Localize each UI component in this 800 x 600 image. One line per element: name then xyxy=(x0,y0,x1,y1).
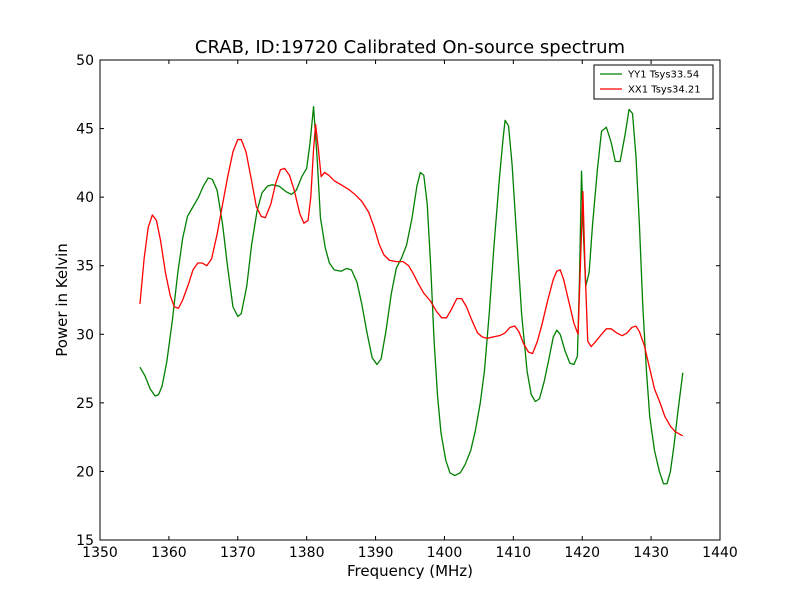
x-tick-label: 1430 xyxy=(633,545,669,561)
y-tick-label: 30 xyxy=(76,327,94,343)
legend-box xyxy=(593,64,714,100)
series-line-1 xyxy=(139,105,684,485)
x-tick-label: 1420 xyxy=(564,545,600,561)
x-tick-label: 1410 xyxy=(496,545,532,561)
y-axis-label: Power in Kelvin xyxy=(53,243,71,357)
y-tick-label: 50 xyxy=(76,53,94,69)
x-tick-label: 1400 xyxy=(427,545,463,561)
y-tick-label: 45 xyxy=(76,122,94,138)
x-axis-label: Frequency (MHz) xyxy=(347,562,473,580)
series-line-2 xyxy=(139,123,684,437)
y-tick-label: 20 xyxy=(76,464,94,480)
chart-title: CRAB, ID:19720 Calibrated On-source spec… xyxy=(195,37,625,58)
legend-label-2: XX1 Tsys34.21 xyxy=(628,85,701,96)
x-tick-label: 1370 xyxy=(220,545,256,561)
x-tick-label: 1380 xyxy=(289,545,325,561)
y-tick-label: 15 xyxy=(76,533,94,549)
x-tick-label: 1440 xyxy=(702,545,738,561)
y-tick-label: 25 xyxy=(76,396,94,412)
x-axis-ticks: 1350 1360 1370 1380 1390 1400 1410 1420 1430 1440 xyxy=(82,60,738,561)
x-tick-label: 1360 xyxy=(151,545,187,561)
y-tick-label: 35 xyxy=(76,259,94,275)
y-tick-label: 40 xyxy=(76,190,94,206)
legend: YY1 Tsys33.54 XX1 Tsys34.21 xyxy=(593,64,714,100)
plot-frame xyxy=(99,59,721,541)
y-axis-ticks: 15 20 25 30 35 40 45 50 xyxy=(76,53,720,549)
x-tick-label: 1350 xyxy=(82,545,118,561)
legend-label-1: YY1 Tsys33.54 xyxy=(627,70,699,81)
plot-area xyxy=(139,105,684,485)
x-tick-label: 1390 xyxy=(358,545,394,561)
